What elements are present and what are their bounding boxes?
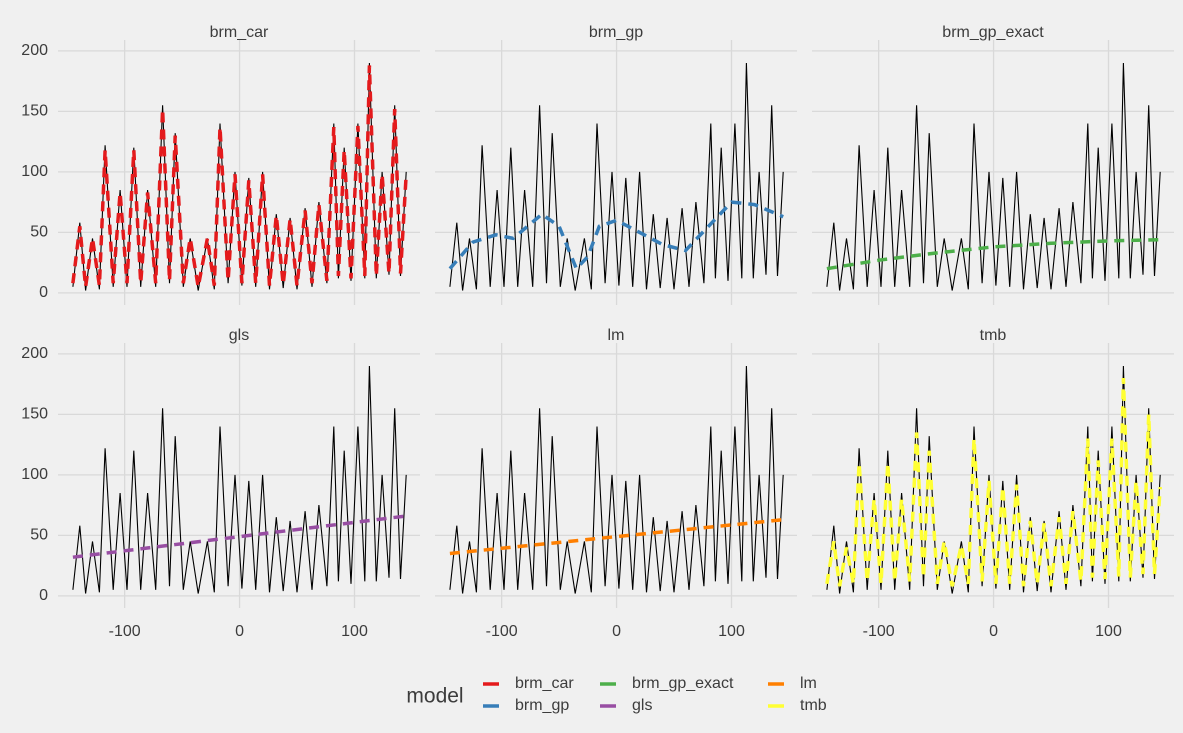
legend-label: lm <box>800 675 817 692</box>
y-tick-label: 200 <box>21 345 48 362</box>
model-line <box>826 237 1161 271</box>
x-tick-label: 100 <box>1095 623 1122 640</box>
x-tick-label: -100 <box>109 623 141 640</box>
facet-title: brm_gp <box>589 24 643 41</box>
x-tick-label: -100 <box>863 623 895 640</box>
model-line <box>72 514 407 559</box>
y-tick-label: 0 <box>39 587 48 604</box>
facet-title: brm_car <box>210 24 269 41</box>
legend-label: brm_car <box>515 675 574 692</box>
x-tick-label: -100 <box>486 623 518 640</box>
x-tick-label: 0 <box>235 623 244 640</box>
y-tick-label: 0 <box>39 284 48 301</box>
y-tick-label: 150 <box>21 406 48 423</box>
facet-title: gls <box>229 327 249 344</box>
model-line <box>449 517 784 556</box>
model-line <box>448 200 784 272</box>
legend-label: tmb <box>800 697 827 714</box>
legend-label: gls <box>632 697 652 714</box>
observed-line <box>826 365 1161 594</box>
y-tick-label: 100 <box>21 466 48 483</box>
y-tick-label: 50 <box>30 527 48 544</box>
facet-title: brm_gp_exact <box>942 24 1044 41</box>
x-tick-label: 100 <box>718 623 745 640</box>
model-line <box>71 65 408 288</box>
observed-line <box>826 62 1161 291</box>
x-tick-label: 100 <box>341 623 368 640</box>
facet-title: lm <box>608 327 625 344</box>
legend-label: brm_gp_exact <box>632 675 734 692</box>
facet-title: tmb <box>980 327 1007 344</box>
legend-title: model <box>406 685 463 708</box>
y-tick-label: 200 <box>21 42 48 59</box>
legend-label: brm_gp <box>515 697 569 714</box>
y-tick-label: 50 <box>30 224 48 241</box>
x-tick-label: 0 <box>989 623 998 640</box>
model-line <box>825 378 1162 587</box>
y-tick-label: 150 <box>21 103 48 120</box>
observed-line <box>449 62 784 291</box>
x-tick-label: 0 <box>612 623 621 640</box>
y-tick-label: 100 <box>21 163 48 180</box>
